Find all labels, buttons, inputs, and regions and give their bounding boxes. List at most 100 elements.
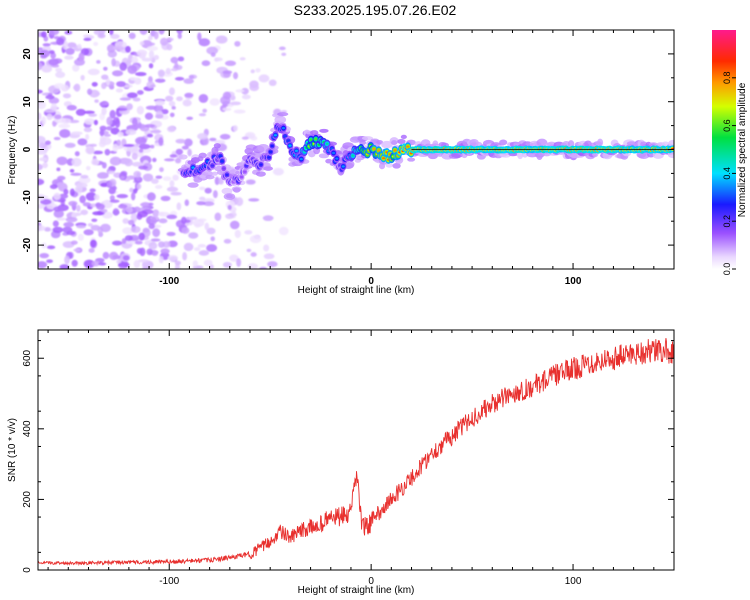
noise-speckle	[141, 57, 153, 62]
noise-speckle	[135, 72, 147, 77]
noise-speckle	[209, 98, 220, 106]
noise-speckle	[171, 106, 176, 110]
noise-speckle	[144, 123, 155, 128]
noise-speckle	[187, 148, 192, 157]
noise-speckle	[112, 46, 124, 51]
noise-speckle	[198, 38, 211, 47]
noise-speckle	[136, 105, 145, 115]
ridge-core	[225, 173, 229, 176]
colorbar-tick-label: 0.4	[722, 167, 732, 180]
noise-speckle	[131, 152, 138, 160]
noise-speckle	[80, 209, 89, 216]
noise-speckle	[247, 263, 259, 269]
noise-speckle	[198, 250, 210, 256]
noise-speckle	[133, 170, 142, 178]
noise-speckle	[131, 161, 144, 167]
ridge-core	[239, 175, 244, 179]
noise-speckle	[112, 240, 123, 246]
ridge-core	[351, 154, 355, 157]
noise-speckle	[109, 199, 120, 203]
noise-speckle	[70, 172, 82, 176]
noise-speckle	[71, 157, 82, 167]
noise-speckle	[66, 104, 77, 111]
noise-speckle	[174, 260, 182, 266]
noise-speckle	[87, 88, 93, 95]
ridge-halo	[668, 139, 674, 147]
ridge-halo	[391, 140, 398, 146]
ridge-core	[406, 145, 410, 148]
noise-speckle	[192, 260, 199, 267]
noise-speckle	[106, 181, 113, 188]
noise-speckle	[132, 188, 138, 194]
noise-speckle	[215, 35, 228, 44]
noise-speckle	[281, 52, 287, 57]
noise-speckle	[85, 133, 90, 141]
noise-speckle	[45, 94, 55, 100]
noise-speckle	[142, 266, 150, 269]
noise-speckle	[38, 142, 47, 149]
noise-speckle	[69, 188, 75, 197]
ridge-core	[393, 149, 397, 152]
noise-speckle	[136, 90, 144, 95]
noise-speckle	[40, 31, 47, 38]
noise-speckle	[136, 183, 142, 190]
noise-speckle	[67, 42, 77, 48]
noise-speckle	[184, 199, 190, 207]
noise-speckle	[116, 139, 122, 146]
noise-speckle	[250, 252, 257, 257]
noise-speckle	[181, 216, 187, 225]
ridge-halo	[187, 182, 199, 188]
noise-speckle	[92, 211, 104, 216]
noise-speckle	[119, 62, 127, 71]
noise-speckle	[241, 87, 249, 95]
noise-speckle	[116, 81, 126, 87]
noise-speckle	[157, 69, 165, 77]
noise-speckle	[75, 108, 86, 116]
noise-speckle	[73, 85, 79, 91]
noise-speckle	[150, 238, 161, 242]
noise-speckle	[118, 204, 128, 209]
noise-speckle	[206, 46, 219, 55]
noise-speckle	[125, 45, 131, 53]
noise-speckle	[109, 109, 116, 119]
noise-speckle	[124, 235, 133, 242]
noise-speckle	[116, 107, 128, 111]
noise-speckle	[209, 137, 217, 142]
noise-speckle	[152, 228, 161, 238]
noise-speckle	[80, 174, 89, 179]
noise-speckle	[91, 260, 100, 267]
spectrogram-x-ticks: -100 0 100	[47, 30, 675, 287]
ridge-halo	[221, 187, 233, 195]
noise-speckle	[150, 216, 157, 225]
noise-speckle	[111, 186, 117, 191]
noise-speckle	[99, 128, 105, 137]
noise-speckle	[134, 240, 143, 245]
noise-speckle	[55, 71, 66, 79]
noise-speckle	[89, 143, 97, 147]
noise-speckle	[139, 41, 145, 46]
noise-speckle	[158, 211, 165, 216]
noise-speckle	[152, 157, 157, 163]
noise-speckle	[133, 260, 141, 268]
noise-speckle	[168, 100, 176, 107]
noise-speckle	[224, 60, 237, 67]
noise-speckle	[53, 83, 65, 89]
noise-speckle	[230, 101, 242, 106]
noise-speckle	[42, 43, 51, 47]
noise-speckle	[189, 216, 198, 221]
noise-speckle	[87, 223, 93, 227]
ridge-core	[286, 139, 290, 143]
noise-speckle	[56, 217, 66, 221]
noise-speckle	[161, 108, 169, 115]
noise-speckle	[158, 255, 164, 264]
noise-speckle	[90, 239, 97, 248]
noise-speckle	[144, 112, 154, 120]
ridge-halo	[263, 166, 274, 171]
noise-speckle	[258, 74, 270, 83]
noise-speckle	[219, 133, 231, 140]
ridge-halo	[325, 158, 333, 164]
noise-speckle	[110, 33, 120, 39]
noise-speckle	[148, 223, 155, 230]
noise-speckle	[203, 259, 213, 267]
